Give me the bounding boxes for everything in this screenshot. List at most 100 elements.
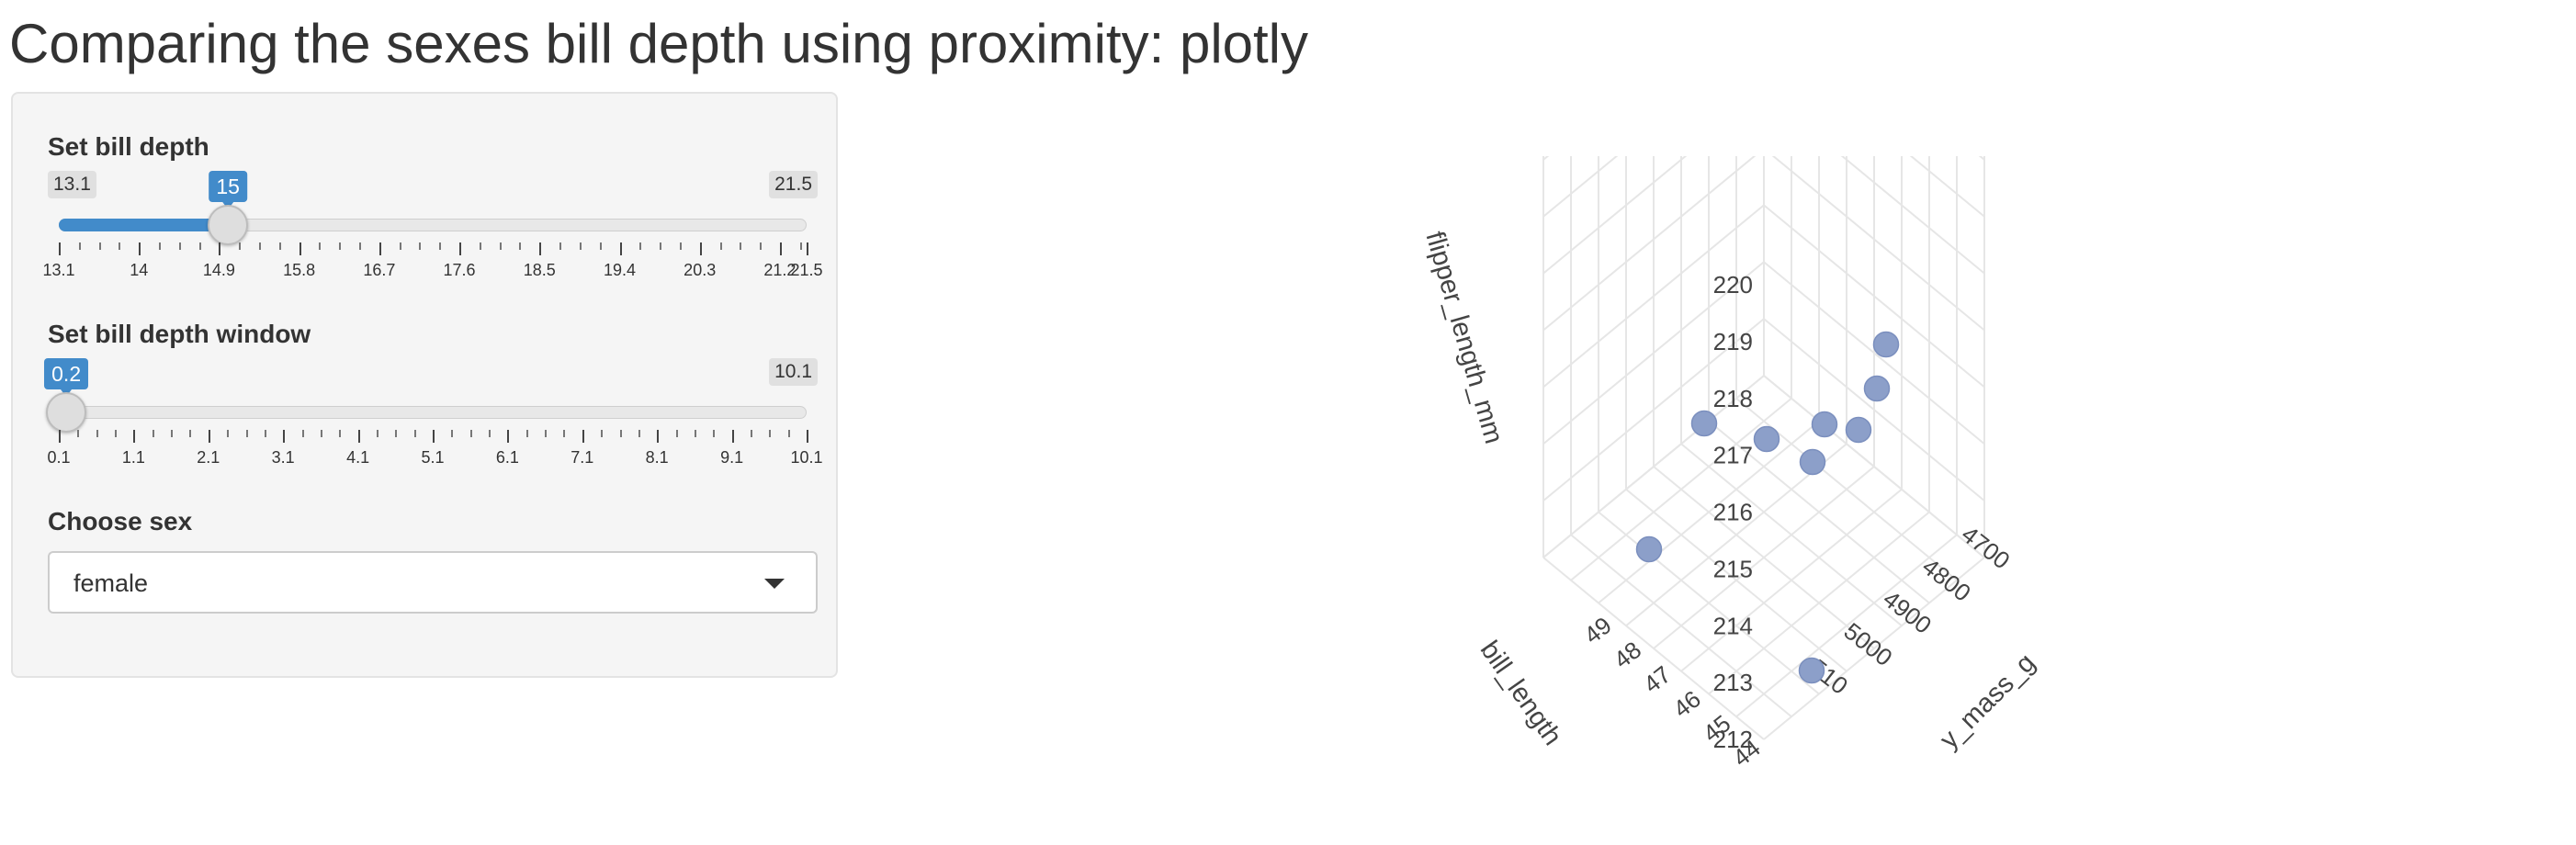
- slider-fill: [59, 219, 229, 231]
- z-tick-label: 218: [1713, 385, 1753, 412]
- slider-minor-tick: [675, 430, 678, 437]
- slider-track[interactable]: [59, 406, 807, 419]
- slider-tick-label: 18.5: [523, 261, 556, 279]
- x-tick-label: 47: [1638, 660, 1676, 698]
- slider-major-tick: [459, 242, 462, 255]
- slider-ticks: 0.1 1.1 2.1 3.1 4.1 5.1 6.1 7.1 8.1 9.1 10.1: [47, 430, 823, 476]
- slider-tick-label: 15.8: [283, 261, 316, 279]
- slider-minor-tick: [451, 430, 454, 437]
- slider-tick-label: 14: [130, 261, 149, 279]
- slider-major-tick: [657, 430, 660, 443]
- slider-major-tick: [807, 242, 808, 255]
- z-tick-label: 220: [1713, 271, 1753, 299]
- grid-line: [1771, 156, 1985, 332]
- z-tick-label: 217: [1713, 442, 1753, 469]
- slider-major-tick: [219, 242, 221, 255]
- slider-minor-tick: [638, 430, 640, 437]
- slider-tick-label: 14.9: [202, 261, 235, 279]
- slider-tick-label: 1.1: [121, 448, 145, 467]
- slider-minor-tick: [395, 430, 398, 437]
- slider-tick-label: 9.1: [720, 448, 744, 467]
- sex-select[interactable]: female: [48, 551, 818, 614]
- slider-minor-tick: [601, 430, 604, 437]
- sex-select-value: female: [73, 569, 149, 597]
- slider-ticks: 13.1 14 14.9 15.8 16.7 17.6 18.5 19.4 20.3 21.2 21…: [42, 242, 823, 288]
- slider-tick-label: 4.1: [346, 448, 370, 467]
- slider-major-tick: [807, 430, 808, 443]
- slider-minor-tick: [599, 242, 602, 250]
- grid-line: [1542, 156, 1619, 218]
- slider-minor-tick: [259, 242, 262, 250]
- grid-line: [1763, 375, 1985, 558]
- slider-max-badge: 21.5: [769, 171, 818, 198]
- data-point: [1798, 657, 1825, 684]
- slider-minor-tick: [119, 242, 121, 250]
- slider-minor-tick: [479, 242, 481, 250]
- data-point: [1811, 411, 1838, 438]
- slider-minor-tick: [115, 430, 118, 437]
- z-tick-label: 219: [1713, 328, 1753, 355]
- slider-minor-tick: [713, 430, 716, 437]
- slider-minor-tick: [719, 242, 722, 250]
- slider-max-badge: 10.1: [769, 358, 818, 386]
- grid-line: [1840, 156, 1985, 275]
- slider-minor-tick: [489, 430, 491, 437]
- slider-tick-label: 21.2: [763, 261, 797, 279]
- slider-tick-label: 10.1: [790, 448, 823, 467]
- grid-line: [1909, 156, 1985, 218]
- slider-minor-tick: [545, 430, 548, 437]
- slider-handle[interactable]: [208, 205, 249, 245]
- window-label: Set bill depth window: [48, 320, 311, 348]
- slider-minor-tick: [78, 242, 81, 250]
- slider-value-badge: 0.2: [44, 358, 89, 397]
- z-tick-label: 213: [1713, 669, 1753, 696]
- slider-minor-tick: [559, 242, 562, 250]
- slider-minor-tick: [439, 242, 442, 250]
- slider-major-tick: [731, 430, 734, 443]
- x-tick-label: 46: [1668, 685, 1706, 723]
- window-slider[interactable]: 10.1 0.2 0.1 1.1 2.1 3.1 4.1 5.1 6.1 7.1 8.1 9.1 1…: [44, 358, 823, 487]
- slider-major-tick: [283, 430, 286, 443]
- slider-minor-tick: [159, 242, 162, 250]
- slider-tick-label: 6.1: [495, 448, 519, 467]
- grid-line: [1570, 397, 1792, 581]
- slider-minor-tick: [619, 430, 622, 437]
- slider-major-tick: [378, 242, 381, 255]
- slider-minor-tick: [787, 430, 790, 437]
- slider-minor-tick: [339, 242, 342, 250]
- data-point: [1863, 375, 1891, 402]
- slider-tick-label: 5.1: [421, 448, 445, 467]
- slider-value-badge: 15: [209, 171, 247, 209]
- slider-tick-label: 13.1: [42, 261, 75, 279]
- slider-minor-tick: [579, 242, 582, 250]
- z-tick-label: 216: [1713, 499, 1753, 526]
- grid-line: [1542, 156, 1757, 332]
- data-point: [1690, 410, 1718, 437]
- slider-min-badge: 13.1: [48, 171, 96, 198]
- slider-tick-label: 0.1: [47, 448, 71, 467]
- slider-minor-tick: [96, 430, 98, 437]
- slider-major-tick: [59, 242, 61, 255]
- slider-tick-label: 3.1: [271, 448, 295, 467]
- slider-tick-label: 21.5: [790, 261, 823, 279]
- data-point: [1753, 425, 1780, 453]
- z-axis-title: flipper_length_mm: [1419, 228, 1508, 446]
- slider-minor-tick: [750, 430, 752, 437]
- bill-depth-label: Set bill depth: [48, 132, 209, 161]
- slider-minor-tick: [563, 430, 566, 437]
- slider-tick-label: 16.7: [363, 261, 396, 279]
- bill-depth-slider[interactable]: 13.1 21.5 15 13.1 14 14.9 15.8 16.7 17.6 18.5 1…: [42, 171, 823, 299]
- slider-minor-tick: [399, 242, 401, 250]
- data-point: [1845, 416, 1872, 444]
- slider-minor-tick: [319, 242, 322, 250]
- slider-minor-tick: [519, 242, 522, 250]
- slider-tick-label: 19.4: [603, 261, 637, 279]
- slider-major-tick: [139, 242, 141, 255]
- slider-minor-tick: [639, 242, 642, 250]
- scatter-3d-plot[interactable]: 2122132142152162172182192204445464748494…: [1341, 156, 2168, 781]
- y-axis-title: y_mass_g: [1935, 648, 2041, 755]
- slider-tick-label: 8.1: [645, 448, 669, 467]
- slider-minor-tick: [359, 242, 362, 250]
- x-axis-title: bill_length: [1474, 636, 1567, 750]
- slider-handle[interactable]: [46, 392, 87, 433]
